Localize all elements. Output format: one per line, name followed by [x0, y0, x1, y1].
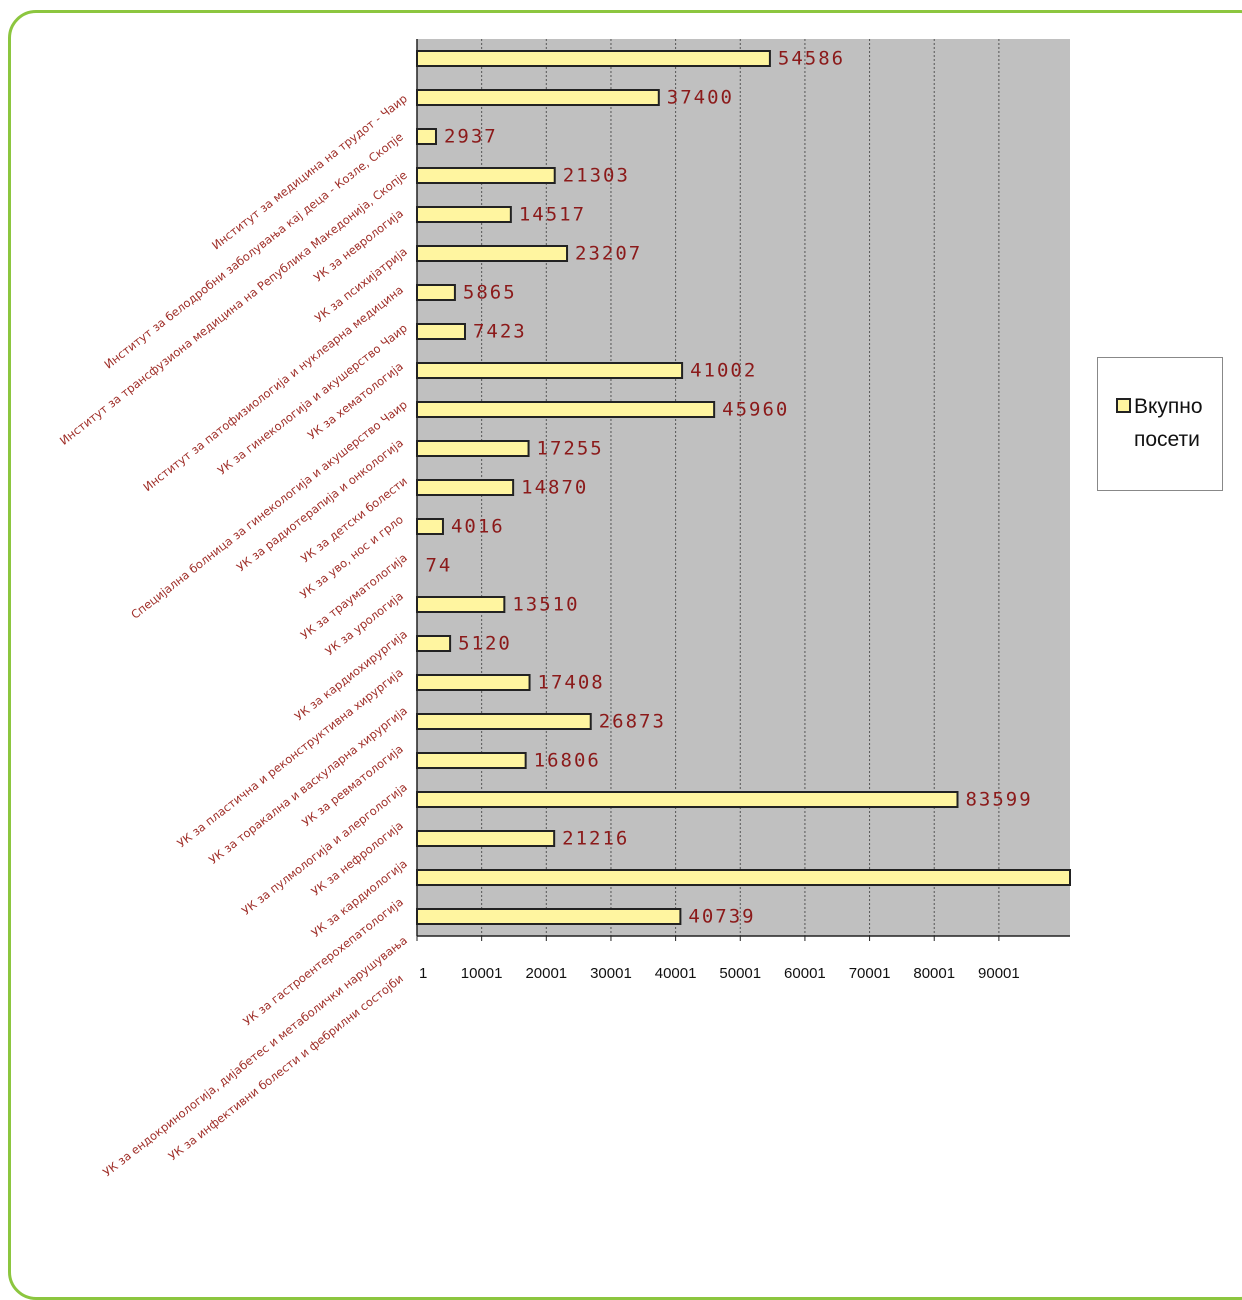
- value-label: 16806: [534, 750, 601, 772]
- value-label: 21216: [562, 828, 629, 850]
- x-tick-label: 40001: [655, 965, 697, 982]
- bar: [416, 362, 684, 379]
- bar: [416, 479, 515, 496]
- bar-chart: 54586 37400 2937 21303 14517 23207 5865 7423 410…: [57, 39, 1071, 1179]
- bar: [416, 245, 569, 262]
- x-tick-label: 1: [419, 965, 427, 982]
- value-label: 5120: [458, 633, 512, 655]
- bar: [416, 50, 771, 67]
- x-tick-label: 50001: [719, 965, 761, 982]
- value-label: 2937: [444, 126, 498, 148]
- bar: [416, 167, 556, 184]
- value-label: 41002: [690, 360, 757, 382]
- bar: [416, 206, 512, 223]
- x-tick-label: 10001: [461, 965, 503, 982]
- x-tick-label: 80001: [913, 965, 955, 982]
- bar: [416, 752, 527, 769]
- category-labels: Институт за медицина на трудот - ЧаирИнс…: [57, 91, 410, 1179]
- x-tick-label: 20001: [525, 965, 567, 982]
- value-label: 13510: [512, 594, 579, 616]
- value-label: 83599: [965, 789, 1032, 811]
- value-label: 23207: [575, 243, 642, 265]
- axes: [416, 39, 1070, 941]
- legend-label: Вкупно посети: [1134, 395, 1203, 451]
- x-tick-label: 90001: [978, 965, 1020, 982]
- value-label: 54586: [778, 48, 845, 70]
- bar: [416, 908, 682, 925]
- x-tick-label: 30001: [590, 965, 632, 982]
- bar: [416, 713, 592, 730]
- bar: [416, 674, 531, 691]
- value-label: 17255: [537, 438, 604, 460]
- x-tick-label: 60001: [784, 965, 826, 982]
- bar: [416, 635, 452, 652]
- value-label: 5865: [463, 282, 517, 304]
- bar: [416, 596, 506, 613]
- bar: [416, 518, 444, 535]
- category-label: УК за ендокринологија, дијабетес и метаб…: [100, 933, 410, 1179]
- bar: [416, 89, 660, 106]
- bar: [416, 323, 466, 340]
- value-label: 17408: [538, 672, 605, 694]
- legend: Вкупно посети: [1097, 357, 1223, 491]
- plot-area: [417, 39, 1070, 936]
- x-tick-label: 70001: [849, 965, 891, 982]
- bar: [416, 401, 716, 418]
- bar: [416, 440, 530, 457]
- value-label: 26873: [599, 711, 666, 733]
- bars: [416, 50, 1071, 925]
- value-label: 40739: [688, 906, 755, 928]
- category-label: УК за пластична и реконструктивна хирург…: [174, 665, 405, 850]
- value-label: 4016: [451, 516, 505, 538]
- value-label: 14870: [521, 477, 588, 499]
- value-label: 14517: [519, 204, 586, 226]
- bar: [416, 128, 437, 145]
- legend-swatch: [1116, 398, 1131, 413]
- bar: [416, 830, 556, 847]
- value-labels: 54586 37400 2937 21303 14517 23207 5865 7423 410…: [425, 48, 1032, 928]
- x-tick-labels: 1 10001 20001 30001 40001 50001 60001 70001 8000…: [419, 965, 1020, 982]
- value-label: 37400: [667, 87, 734, 109]
- value-label: 21303: [563, 165, 630, 187]
- value-label: 7423: [473, 321, 527, 343]
- category-label: УК за инфективни болести и фебрилни сост…: [166, 971, 406, 1163]
- value-label: 74: [425, 555, 452, 577]
- value-label: 45960: [722, 399, 789, 421]
- bar: [416, 284, 456, 301]
- bar: [416, 869, 1071, 886]
- bar: [416, 791, 959, 808]
